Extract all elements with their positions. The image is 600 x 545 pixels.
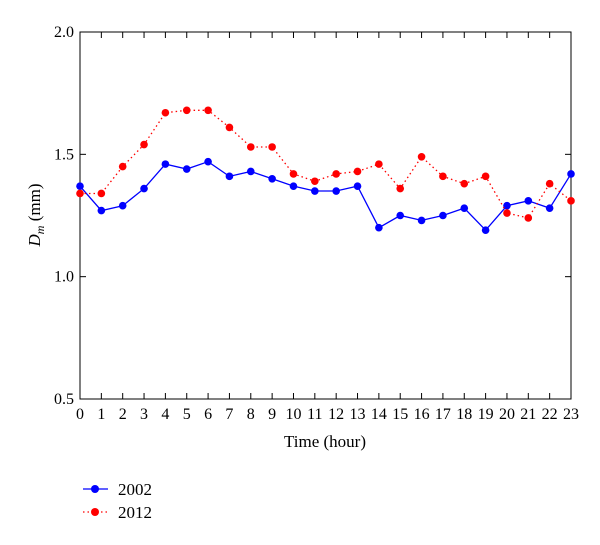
data-point-2002 [567, 170, 575, 178]
x-tick-label: 22 [542, 406, 558, 423]
y-tick-label: 1.5 [54, 146, 74, 163]
data-point-2002 [161, 160, 170, 168]
y-tick-label: 0.5 [54, 391, 74, 408]
x-tick-label: 1 [97, 406, 105, 423]
y-axis: 0.5 1.0 1.5 2.0 [54, 24, 571, 408]
y-axis-title: Dm (mm) [25, 184, 47, 248]
data-point-2012 [268, 143, 276, 151]
series-line-2002 [79, 160, 572, 232]
data-point-2002 [97, 206, 106, 215]
x-tick-label: 6 [204, 406, 212, 423]
x-tick-label: 8 [247, 406, 255, 423]
x-tick-label: 17 [435, 406, 451, 423]
x-tick-label: 3 [140, 406, 148, 423]
data-point-2002 [204, 157, 212, 166]
legend-marker-2012 [91, 508, 99, 516]
data-point-2012 [545, 179, 554, 188]
data-point-2002 [396, 211, 405, 220]
data-point-2012 [396, 184, 405, 193]
data-point-2012 [246, 143, 255, 151]
data-point-2012 [481, 172, 490, 181]
data-point-2002 [289, 182, 298, 190]
data-point-2012 [353, 167, 362, 176]
x-axis-title: Time (hour) [284, 432, 366, 451]
legend-label-2002: 2002 [118, 480, 152, 499]
y-tick-label: 2.0 [54, 24, 74, 41]
data-point-2012 [289, 170, 298, 178]
data-point-2012 [417, 152, 426, 161]
y-tick-label: 1.0 [54, 269, 74, 286]
data-point-2012 [332, 170, 340, 178]
data-point-2012 [439, 172, 447, 181]
x-tick-label: 18 [456, 406, 472, 423]
data-point-2002 [246, 167, 255, 176]
legend: 2002 2012 [83, 480, 152, 522]
data-point-2012 [76, 189, 84, 198]
y-axis-title-subscript: m [33, 225, 47, 234]
data-point-2002 [439, 211, 447, 220]
data-point-2002 [332, 187, 340, 195]
data-point-2012 [375, 160, 383, 168]
legend-marker-2002 [91, 485, 99, 493]
x-tick-label: 5 [183, 406, 191, 423]
legend-item-2002: 2002 [83, 480, 152, 499]
x-tick-label: 13 [350, 406, 366, 423]
x-tick-label: 12 [328, 406, 344, 423]
data-point-2002 [417, 216, 426, 225]
data-point-2012 [311, 177, 319, 186]
data-point-2002 [524, 197, 533, 205]
data-point-2012 [118, 162, 127, 171]
legend-label-2012: 2012 [118, 503, 152, 522]
y-axis-title-unit: (mm) [25, 184, 44, 226]
x-tick-label: 23 [563, 406, 579, 423]
x-tick-label: 11 [307, 406, 322, 423]
data-point-2012 [182, 106, 191, 115]
data-point-2002 [311, 187, 319, 195]
series-2012 [76, 106, 575, 222]
y-axis-title-symbol: D [25, 233, 44, 247]
data-point-2012 [503, 209, 511, 217]
x-tick-label: 20 [499, 406, 515, 423]
series-2002 [76, 157, 575, 234]
data-point-2012 [567, 197, 575, 205]
x-axis: 0 1 2 3 4 5 6 7 8 9 10 11 12 13 14 15 16 17 18 19 20 21 22 23 [76, 32, 579, 423]
x-tick-label: 14 [371, 406, 387, 423]
data-point-2002 [140, 184, 148, 193]
data-point-2002 [460, 204, 469, 212]
data-point-2002 [118, 201, 127, 210]
x-tick-label: 21 [520, 406, 536, 423]
x-tick-label: 15 [392, 406, 408, 423]
data-point-2002 [375, 223, 383, 232]
data-point-2002 [503, 201, 511, 210]
data-point-2012 [161, 108, 170, 117]
data-point-2002 [481, 226, 490, 234]
data-point-2012 [460, 179, 469, 188]
data-point-2002 [225, 172, 234, 181]
x-tick-label: 16 [414, 406, 430, 423]
data-point-2012 [97, 189, 106, 198]
plot-frame [79, 31, 572, 400]
data-point-2002 [76, 182, 84, 190]
x-tick-label: 9 [268, 406, 276, 423]
series-layer [76, 106, 575, 234]
data-point-2012 [524, 214, 533, 222]
series-line-2012 [80, 109, 572, 219]
x-tick-label: 4 [161, 406, 169, 423]
data-point-2002 [353, 182, 362, 190]
x-tick-label: 0 [76, 406, 84, 423]
data-point-2012 [225, 123, 234, 132]
legend-item-2012: 2012 [83, 503, 152, 522]
data-point-2002 [545, 204, 554, 212]
data-point-2012 [140, 140, 148, 149]
x-tick-label: 2 [119, 406, 127, 423]
x-tick-label: 19 [478, 406, 494, 423]
data-point-2012 [204, 106, 212, 115]
data-point-2002 [268, 175, 276, 183]
x-tick-label: 7 [225, 406, 233, 423]
data-point-2002 [182, 165, 191, 173]
x-tick-label: 10 [285, 406, 301, 423]
